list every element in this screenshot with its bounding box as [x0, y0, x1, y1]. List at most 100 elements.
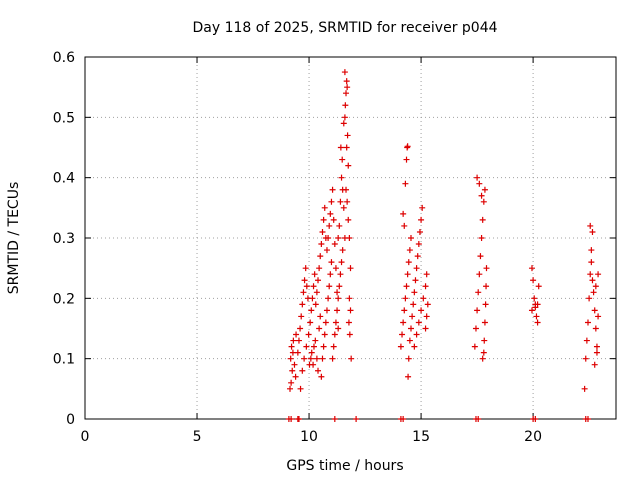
data-point: [316, 265, 323, 272]
data-point: [345, 319, 352, 326]
data-point: [319, 355, 326, 362]
data-point: [299, 301, 306, 308]
data-point: [584, 319, 591, 326]
x-axis-label: GPS time / hours: [286, 458, 403, 474]
data-point: [400, 210, 407, 217]
y-tick-label: 0.5: [53, 110, 75, 126]
data-point: [406, 337, 413, 344]
data-point: [334, 307, 341, 314]
data-point: [475, 416, 482, 422]
data-point: [318, 241, 325, 248]
grid: [85, 57, 616, 419]
data-point: [312, 337, 319, 344]
data-point: [587, 271, 594, 278]
data-point: [528, 265, 535, 272]
data-point: [480, 349, 487, 356]
data-point: [530, 277, 537, 284]
data-point: [474, 174, 481, 181]
data-point: [482, 301, 489, 308]
y-tick-label: 0: [66, 412, 75, 428]
data-point: [303, 283, 310, 290]
data-point: [301, 277, 308, 284]
data-point: [481, 186, 488, 193]
data-point: [323, 307, 330, 314]
data-point: [586, 295, 593, 302]
data-point: [346, 295, 353, 302]
data-point: [415, 319, 422, 326]
data-point: [336, 222, 343, 229]
data-point: [483, 283, 490, 290]
data-point: [345, 162, 352, 169]
data-point: [341, 69, 348, 76]
data-point: [584, 416, 591, 422]
data-point: [310, 283, 317, 290]
data-point: [287, 355, 294, 362]
data-point: [592, 283, 599, 290]
data-point: [320, 343, 327, 350]
data-point: [407, 325, 414, 332]
data-point: [401, 307, 408, 314]
data-point: [302, 265, 309, 272]
data-point: [313, 289, 320, 296]
data-point: [401, 222, 408, 229]
data-point: [590, 289, 597, 296]
data-point: [320, 216, 327, 223]
y-tick-label: 0.1: [53, 352, 75, 368]
data-point: [592, 325, 599, 332]
y-tick-label: 0.6: [53, 50, 75, 66]
data-point: [331, 331, 338, 338]
data-point: [531, 295, 538, 302]
data-point: [322, 319, 329, 326]
data-point: [478, 235, 485, 241]
data-point: [321, 204, 328, 211]
data-point: [409, 313, 416, 320]
data-point: [335, 295, 342, 302]
data-point: [288, 379, 295, 386]
data-point: [332, 265, 339, 272]
data-point: [406, 247, 413, 254]
data-point: [422, 325, 429, 332]
data-point: [317, 253, 324, 260]
data-point: [400, 416, 407, 422]
x-tick-label: 0: [81, 429, 90, 445]
data-point: [476, 180, 483, 187]
data-point: [353, 416, 360, 422]
data-point: [329, 355, 336, 362]
data-point: [328, 259, 335, 266]
data-point: [331, 241, 338, 248]
data-point: [347, 265, 354, 272]
data-point: [593, 343, 600, 350]
data-point: [481, 319, 488, 326]
data-point: [422, 283, 429, 290]
data-point: [299, 367, 306, 374]
data-point: [319, 228, 326, 235]
data-point: [328, 198, 335, 205]
data-point: [420, 295, 427, 302]
data-point: [335, 325, 342, 332]
data-point: [471, 343, 478, 350]
data-point: [583, 337, 590, 344]
data-point: [290, 337, 297, 344]
axis-ticks: 0 0.1 0.2 0.3 0.4 0.5 0.6 0 5 10 15 20: [53, 50, 616, 445]
x-tick-label: 20: [524, 429, 542, 445]
data-point: [289, 367, 296, 374]
data-point: [411, 343, 418, 350]
data-point: [477, 253, 484, 260]
data-point: [313, 355, 320, 362]
data-point: [332, 319, 339, 326]
data-point: [334, 289, 341, 296]
data-point: [343, 144, 350, 151]
data-point: [297, 385, 304, 392]
data-point: [315, 277, 322, 284]
data-point: [528, 307, 535, 314]
data-point: [591, 307, 598, 314]
data-point: [532, 416, 539, 422]
data-point: [534, 319, 541, 326]
data-point: [344, 132, 351, 139]
data-point: [309, 295, 316, 302]
data-point: [593, 349, 600, 356]
data-point: [297, 325, 304, 332]
data-point: [533, 313, 540, 320]
data-point: [326, 283, 333, 290]
data-point: [303, 343, 310, 350]
